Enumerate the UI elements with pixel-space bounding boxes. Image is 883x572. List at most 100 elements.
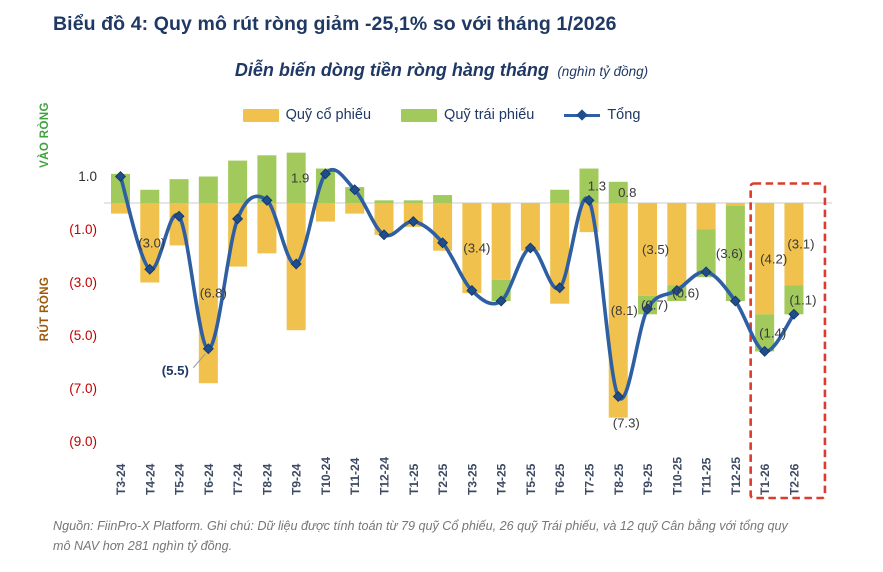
- equity-bar: [345, 203, 365, 214]
- x-tick-label: T7-24: [231, 463, 245, 495]
- bond-bar: [433, 195, 453, 203]
- x-tick-label: T5-25: [524, 463, 538, 495]
- equity-bar: [520, 203, 540, 251]
- bond-bar: [169, 179, 189, 203]
- data-label: (6.8): [200, 286, 227, 301]
- data-label: 1.9: [291, 170, 309, 185]
- y-tick-label: 1.0: [78, 169, 97, 184]
- total-marker: [495, 295, 507, 307]
- total-marker: [524, 242, 536, 254]
- total-marker: [583, 194, 595, 206]
- data-label: (3.5): [642, 242, 669, 257]
- x-tick-label: T2-26: [787, 463, 801, 495]
- bond-bar: [315, 168, 335, 203]
- x-tick-label: T8-24: [260, 463, 274, 495]
- total-marker: [729, 295, 741, 307]
- data-label: (1.1): [789, 292, 816, 307]
- bond-bar: [286, 152, 306, 203]
- bond-bar: [228, 160, 248, 203]
- x-tick-label: T3-24: [114, 463, 128, 495]
- equity-bar: [608, 203, 628, 418]
- bond-bar: [198, 176, 218, 203]
- total-marker: [144, 263, 156, 275]
- equity-bar: [638, 203, 658, 296]
- data-label: (3.0): [138, 235, 165, 250]
- x-tick-label: T8-25: [612, 463, 626, 495]
- x-tick-label: T9-24: [290, 463, 304, 495]
- bond-bar: [257, 155, 277, 203]
- chart-title-unit: (nghìn tỷ đồng): [557, 64, 649, 79]
- legend-label-equity: Quỹ cổ phiếu: [285, 107, 372, 123]
- equity-bar: [228, 203, 248, 267]
- x-tick-label: T10-25: [670, 457, 684, 495]
- label-leader-line: [192, 353, 206, 369]
- x-tick-label: T1-26: [758, 463, 772, 495]
- x-tick-label: T1-25: [407, 463, 421, 495]
- equity-swatch-icon: [242, 108, 279, 122]
- legend-item-total: Tổng: [564, 107, 640, 123]
- equity-bar: [315, 203, 335, 222]
- x-tick-label: T11-25: [700, 457, 714, 495]
- x-tick-label: T12-25: [729, 457, 743, 495]
- equity-bar: [462, 203, 482, 294]
- bond-bar: [755, 314, 775, 352]
- total-marker: [788, 308, 800, 320]
- x-tick-label: T7-25: [582, 463, 596, 495]
- bond-bar: [374, 200, 394, 203]
- source-note: Nguồn: FiinPro-X Platform. Ghi chú: Dữ l…: [53, 519, 788, 553]
- x-tick-label: T2-25: [436, 463, 450, 495]
- data-label: (7.3): [613, 415, 640, 430]
- equity-bar: [725, 203, 745, 206]
- bond-bar: [608, 181, 628, 203]
- data-label: (4.2): [760, 251, 787, 266]
- x-tick-label: T4-25: [495, 463, 509, 495]
- data-label: (0.7): [641, 298, 668, 313]
- x-tick-label: T5-24: [173, 463, 187, 495]
- x-tick-label: T11-24: [348, 457, 362, 495]
- legend-label-total: Tổng: [607, 107, 641, 123]
- x-tick-label: T6-24: [202, 463, 216, 495]
- data-label: (3.1): [787, 237, 814, 252]
- data-label: (0.6): [672, 286, 699, 301]
- chart-title-row: Diễn biến dòng tiền ròng hàng tháng (ngh…: [0, 60, 883, 81]
- data-label: (3.4): [463, 241, 490, 256]
- bond-bar: [725, 205, 745, 302]
- total-line: [118, 167, 796, 401]
- total-marker: [642, 303, 654, 315]
- legend-label-bond: Quỹ trái phiếu: [444, 107, 535, 123]
- total-marker: [290, 258, 302, 270]
- y-tick-label: (9.0): [69, 434, 97, 449]
- total-marker: [466, 284, 478, 296]
- equity-bar: [257, 203, 277, 254]
- equity-bar: [374, 203, 394, 235]
- total-marker: [261, 194, 273, 206]
- x-tick-label: T10-24: [319, 457, 333, 495]
- total-marker: [114, 170, 127, 183]
- data-label: (8.1): [611, 303, 638, 318]
- bond-bar: [784, 285, 804, 315]
- total-marker: [349, 184, 361, 196]
- total-marker: [554, 282, 566, 294]
- x-tick-label: T6-25: [553, 463, 567, 495]
- equity-bar: [696, 203, 716, 230]
- total-marker: [700, 266, 712, 278]
- total-marker: [407, 216, 419, 228]
- bond-bar: [579, 168, 599, 203]
- page-title: Biểu đồ 4: Quy mô rút ròng giảm -25,1% s…: [53, 13, 617, 35]
- equity-bar: [491, 203, 511, 280]
- y-tick-label: (3.0): [69, 275, 97, 290]
- bond-bar: [696, 229, 716, 278]
- data-label: 1.3: [588, 178, 606, 193]
- total-marker: [378, 229, 390, 241]
- equity-bar: [784, 203, 804, 286]
- data-label: (1.4): [759, 325, 786, 340]
- x-tick-label: T12-24: [378, 457, 392, 495]
- y-tick-label: (5.0): [69, 328, 97, 343]
- legend-item-equity: Quỹ cổ phiếu: [242, 107, 372, 123]
- data-label: (5.5): [162, 363, 189, 378]
- total-marker: [173, 210, 185, 222]
- total-marker: [612, 390, 624, 402]
- total-marker: [232, 213, 244, 225]
- total-marker: [319, 168, 331, 180]
